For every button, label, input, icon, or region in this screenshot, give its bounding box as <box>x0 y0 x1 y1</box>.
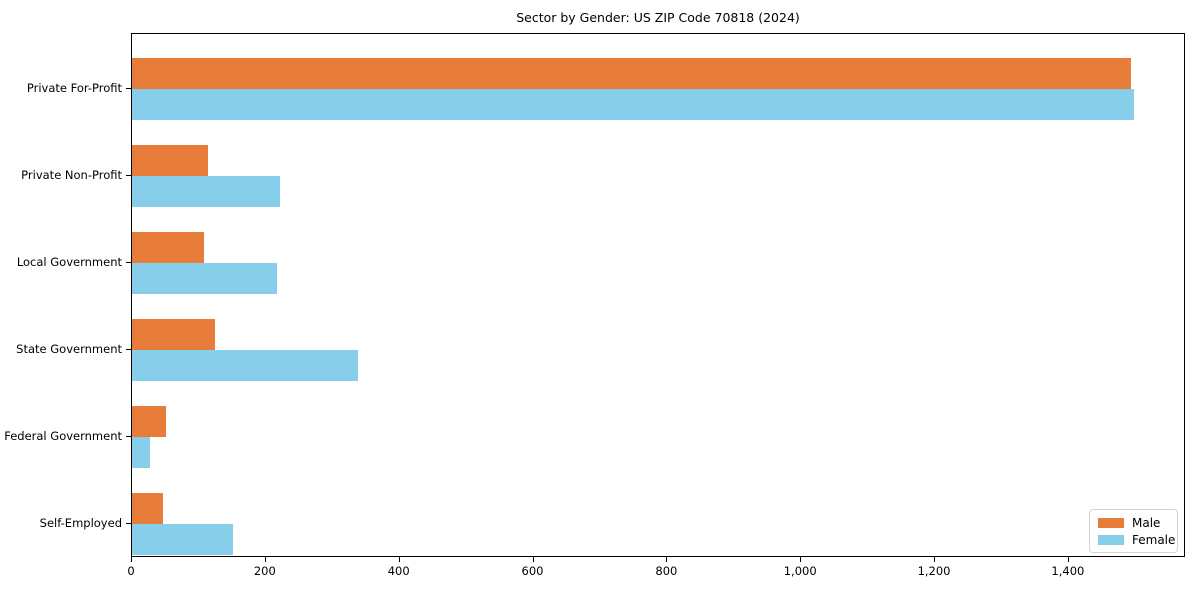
legend-label-female: Female <box>1132 532 1176 547</box>
bar-male-5 <box>132 492 163 524</box>
legend-label-male: Male <box>1132 516 1161 531</box>
bar-female-3 <box>132 349 358 381</box>
bar-male-4 <box>132 405 167 437</box>
x-tick-label: 1,400 <box>1051 564 1085 578</box>
x-tick-label: 0 <box>127 564 135 578</box>
y-tick-label: Federal Government <box>4 428 122 443</box>
y-tick-mark <box>126 435 131 437</box>
x-tick-label: 200 <box>253 564 276 578</box>
legend: Male Female <box>1089 509 1178 553</box>
y-tick-label: Private Non-Profit <box>21 168 122 182</box>
bar-female-1 <box>132 176 280 207</box>
y-tick-label: Private For-Profit <box>26 81 122 96</box>
x-tick-mark <box>666 557 668 562</box>
bar-female-0 <box>132 89 1134 121</box>
y-tick-mark <box>126 522 131 524</box>
x-tick-mark <box>1067 557 1069 562</box>
female-color-swatch <box>1098 534 1124 545</box>
bar-female-4 <box>132 436 151 468</box>
x-tick-mark <box>264 557 266 562</box>
x-tick-mark <box>800 557 802 562</box>
male-color-swatch <box>1098 518 1124 529</box>
x-tick-label: 400 <box>387 564 410 578</box>
y-tick-mark <box>126 348 131 350</box>
x-tick-mark <box>532 557 534 562</box>
chart-title: Sector by Gender: US ZIP Code 70818 (202… <box>516 10 800 25</box>
x-tick-mark <box>131 557 132 562</box>
y-tick-label: Self-Employed <box>39 515 122 530</box>
x-tick-mark <box>934 557 936 562</box>
x-tick-label: 1,200 <box>917 564 951 578</box>
y-tick-mark <box>126 88 131 90</box>
bar-male-0 <box>132 58 1131 90</box>
bar-female-5 <box>132 523 233 555</box>
y-tick-mark <box>126 261 131 263</box>
bar-female-2 <box>132 262 277 294</box>
x-tick-label: 1,000 <box>783 564 817 578</box>
legend-item-male: Male <box>1098 515 1169 531</box>
y-tick-label: State Government <box>16 341 122 356</box>
y-tick-label: Local Government <box>16 254 122 269</box>
x-tick-label: 600 <box>521 564 544 578</box>
plot-area <box>131 33 1185 557</box>
bar-male-3 <box>132 318 215 350</box>
bar-male-2 <box>132 231 205 263</box>
y-tick-mark <box>126 175 131 176</box>
legend-item-female: Female <box>1098 532 1175 548</box>
x-tick-mark <box>398 557 400 562</box>
bar-male-1 <box>132 145 209 176</box>
x-tick-label: 800 <box>655 564 678 578</box>
